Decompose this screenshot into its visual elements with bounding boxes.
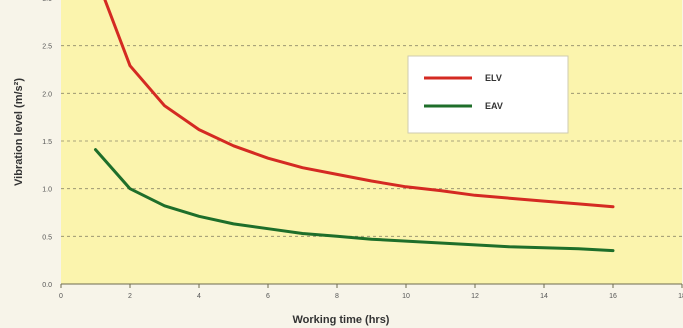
x-tick-label: 10 [402,293,410,300]
y-axis-title: Vibration level (m/s²) [13,78,25,186]
plot-area [61,0,682,284]
series-line-eav [94,148,615,253]
gridlines [61,45,682,237]
series-line-elv [103,0,615,209]
x-tick-label: 16 [609,293,617,300]
x-tick-label: 6 [266,293,270,300]
x-tick-labels: 0 2 4 6 8 10 12 14 16 18 [59,284,683,300]
x-tick-label: 4 [197,293,201,300]
legend: ELV EAV [407,55,569,134]
x-tick-label: 2 [128,293,132,300]
x-tick-label: 12 [471,293,479,300]
series-lines [94,0,615,253]
y-tick-label: 2.5 [42,44,52,51]
legend-label-elv: ELV [485,73,502,83]
x-axis-title: Working time (hrs) [293,314,390,326]
y-tick-label: 3.0 [42,0,52,3]
y-tick-labels: 0.0 0.5 1.0 1.5 2.0 2.5 3.0 [42,0,52,289]
x-tick-label: 18 [678,293,683,300]
x-tick-label: 14 [540,293,548,300]
y-tick-label: 0.5 [42,234,52,241]
y-tick-label: 1.0 [42,187,52,194]
x-tick-label: 0 [59,293,63,300]
legend-box [407,55,569,134]
y-tick-label: 2.0 [42,91,52,98]
x-tick-label: 8 [335,293,339,300]
y-tick-label: 0.0 [42,282,52,289]
legend-label-eav: EAV [485,101,503,111]
y-tick-label: 1.5 [42,139,52,146]
